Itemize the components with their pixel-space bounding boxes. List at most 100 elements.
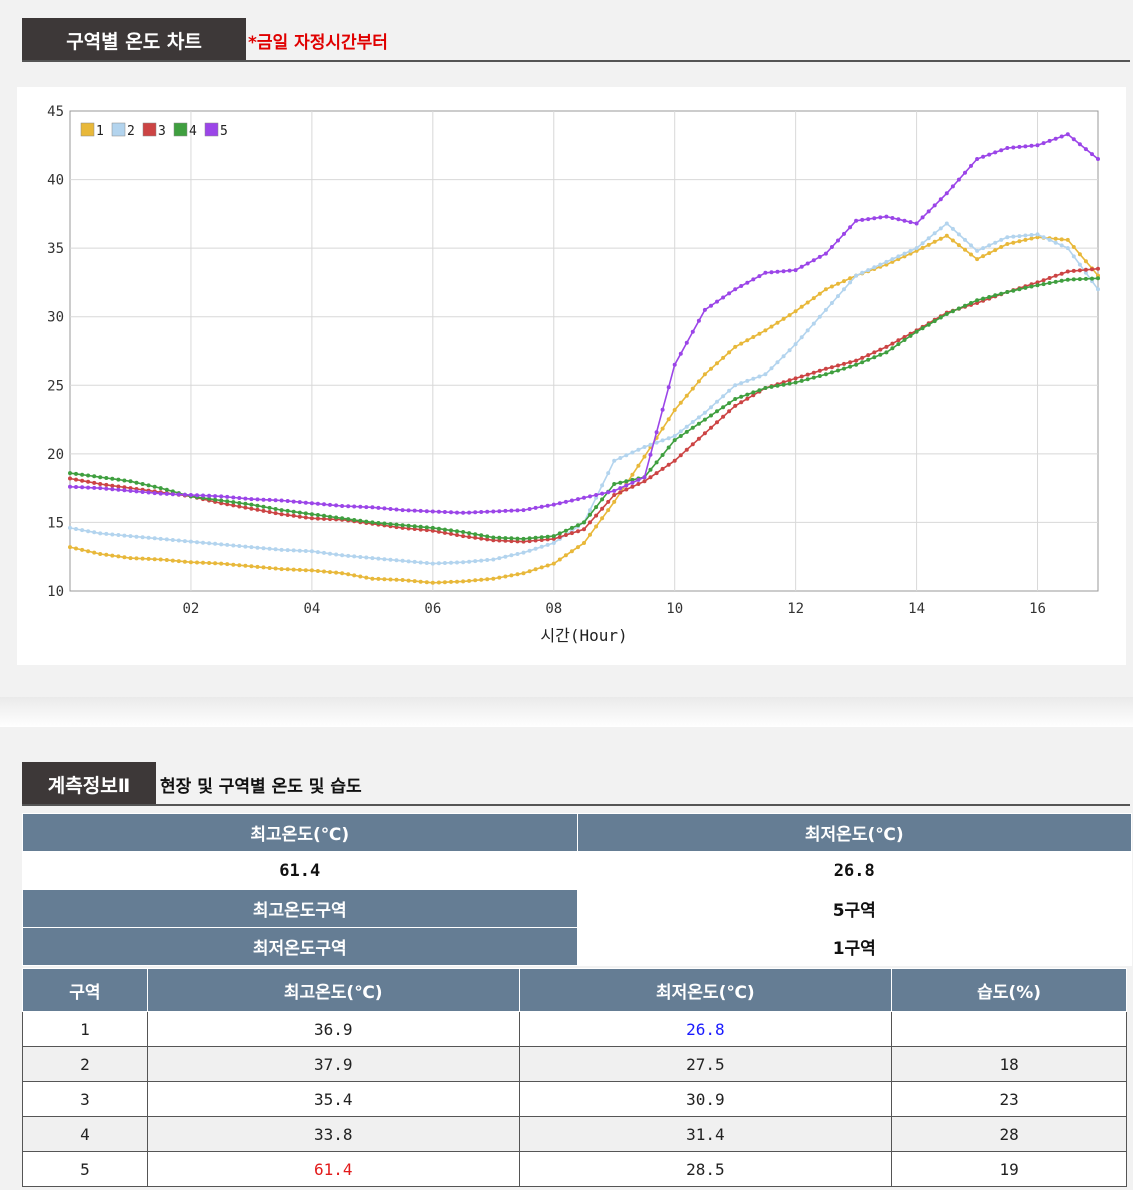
- series-2-point: [702, 410, 707, 415]
- series-2-point: [533, 546, 538, 551]
- series-3-point: [116, 484, 121, 489]
- series-3-point: [582, 527, 586, 532]
- series-2-point: [231, 543, 236, 548]
- series-5-point: [854, 218, 859, 223]
- series-5-point: [1023, 144, 1028, 149]
- series-2-point: [449, 560, 453, 565]
- series-4-point: [503, 536, 508, 541]
- series-5-point: [763, 270, 768, 275]
- zone-cell: 2: [22, 1046, 148, 1082]
- series-1-point: [612, 499, 617, 504]
- y-tick-label: 20: [47, 447, 64, 463]
- series-3-point: [249, 506, 254, 511]
- chart-section-note: *금일 자정시간부터: [248, 33, 388, 53]
- series-5-point: [1083, 147, 1088, 152]
- series-2-point: [503, 554, 508, 559]
- series-5-point: [449, 510, 453, 515]
- series-3-point: [297, 514, 302, 519]
- chart-section-title: 구역별 온도 차트: [22, 18, 246, 62]
- series-2-point: [963, 237, 967, 242]
- zone-cell: 3: [22, 1081, 148, 1117]
- series-4-point: [848, 364, 853, 369]
- series-5-point: [817, 254, 822, 259]
- series-1-point: [491, 576, 496, 581]
- table-row: 2 37.9 27.5 18: [22, 1046, 1127, 1082]
- series-2-point: [442, 561, 447, 565]
- series-4-point: [799, 378, 804, 383]
- series-5-point: [654, 430, 659, 435]
- series-1-point: [182, 559, 187, 564]
- series-5-point: [273, 498, 278, 503]
- series-1-point: [170, 558, 175, 563]
- series-5-point: [231, 495, 236, 500]
- series-3-point: [721, 414, 726, 419]
- series-5-point: [1096, 157, 1100, 161]
- series-4-point: [334, 515, 339, 520]
- series-5-point: [364, 505, 369, 510]
- series-1-point: [201, 560, 205, 565]
- series-2-point: [74, 527, 78, 531]
- series-1-point: [709, 366, 713, 371]
- series-2-point: [352, 554, 357, 559]
- series-3-point: [842, 361, 846, 366]
- series-4-point: [1090, 276, 1094, 281]
- series-5-point: [884, 214, 889, 219]
- series-1-point: [116, 554, 121, 559]
- series-1-point: [376, 576, 381, 581]
- series-5-point: [170, 492, 175, 497]
- series-2-point: [303, 549, 308, 553]
- series-2-point: [1053, 240, 1058, 245]
- series-1-point: [92, 550, 97, 555]
- series-4-point: [775, 383, 780, 388]
- zone-humidity-header: 습도(%): [891, 968, 1127, 1012]
- series-5-point: [1047, 138, 1052, 143]
- series-4-point: [303, 511, 308, 516]
- series-2-point: [678, 429, 683, 434]
- series-2-point: [672, 434, 677, 438]
- legend-swatch-3: [142, 122, 157, 137]
- series-1-point: [1029, 236, 1034, 241]
- series-4-point: [932, 319, 937, 324]
- series-2-point: [769, 366, 774, 371]
- series-5-point: [309, 501, 314, 506]
- series-1-point: [902, 254, 907, 259]
- series-2-point: [364, 555, 369, 560]
- series-1-point: [297, 567, 302, 572]
- zone-min-header: 최저온도(℃): [518, 968, 893, 1012]
- series-5-point: [116, 487, 121, 492]
- series-4-point: [926, 322, 931, 327]
- series-2-point: [140, 535, 145, 540]
- plot-area: [69, 110, 1099, 592]
- series-2-point: [104, 531, 109, 536]
- y-tick-label: 45: [47, 104, 64, 120]
- series-4-point: [993, 293, 998, 298]
- zone-cell: 5: [22, 1151, 148, 1187]
- series-1-point: [364, 575, 369, 580]
- series-5-point: [896, 217, 901, 222]
- series-3-point: [225, 502, 230, 507]
- series-2-point: [92, 530, 97, 535]
- series-1-point: [787, 313, 792, 318]
- series-4-point: [721, 405, 726, 410]
- series-2-point: [158, 536, 163, 541]
- series-1-point: [424, 580, 429, 585]
- series-4-point: [255, 503, 260, 508]
- series-2-point: [279, 547, 284, 552]
- series-4-point: [68, 471, 72, 476]
- series-4-point: [394, 522, 399, 527]
- series-3-point: [303, 515, 308, 520]
- series-5-point: [388, 507, 393, 511]
- series-3-point: [551, 536, 556, 541]
- series-4-point: [769, 384, 774, 389]
- series-1-point: [110, 553, 115, 558]
- series-5-point: [545, 503, 550, 508]
- humidity-cell: 19: [891, 1151, 1127, 1187]
- series-4-point: [1083, 276, 1088, 281]
- legend-label-3: 3: [158, 124, 166, 139]
- series-3-point: [630, 484, 635, 489]
- summary-table: 최고온도(℃) 최저온도(℃) 61.4 26.8 최고온도구역 5구역 최저온…: [22, 813, 1132, 966]
- legend-swatch-1: [80, 122, 95, 137]
- series-3-point: [666, 462, 671, 467]
- series-4-point: [164, 487, 169, 492]
- series-4-point: [521, 536, 526, 541]
